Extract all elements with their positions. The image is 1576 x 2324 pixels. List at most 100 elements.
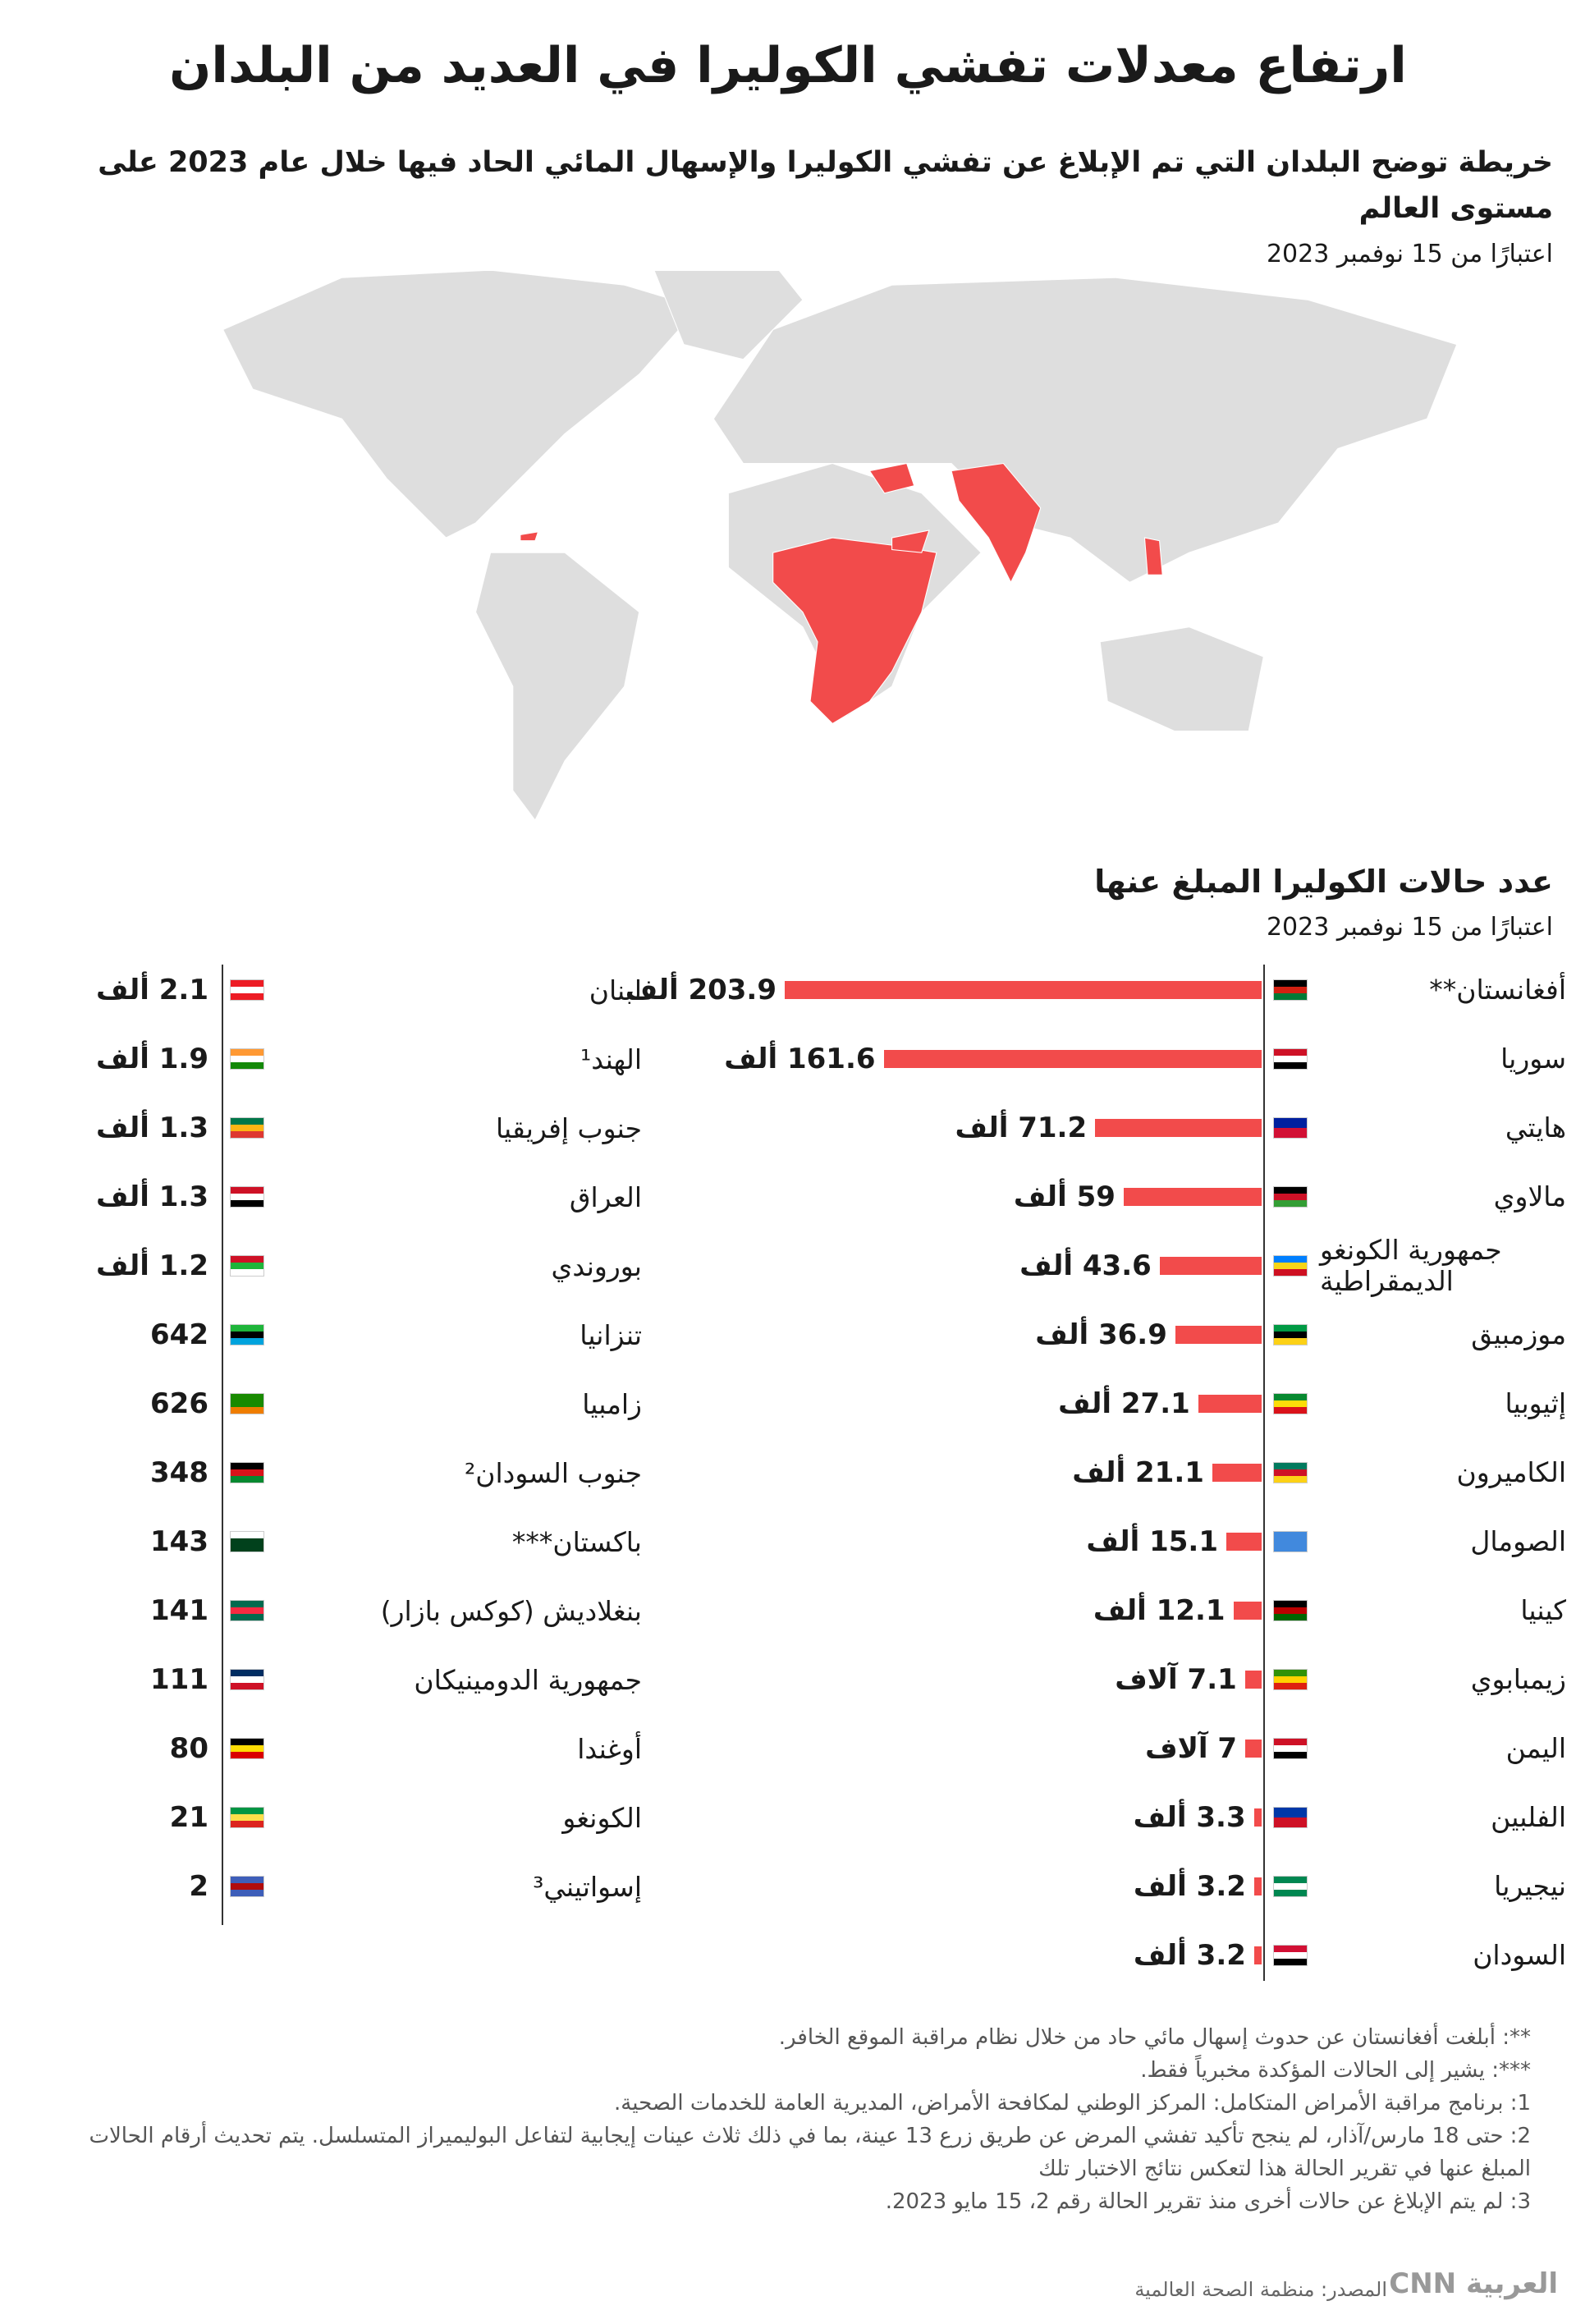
value-label: 59 ألف (1013, 1180, 1116, 1213)
category-label: أفغانستان** (1429, 974, 1566, 1006)
value-label: 642 (150, 1318, 208, 1351)
flag (230, 1807, 264, 1828)
flag (230, 979, 264, 1001)
category-label: نيجيريا (1494, 1870, 1566, 1902)
footnotes: **: أبلغت أفغانستان عن حدوث إسهال مائي ح… (86, 2021, 1531, 2218)
bar (1159, 1257, 1262, 1275)
bar (1123, 1188, 1262, 1206)
map-note: اعتبارًا من 15 نوفمبر 2023 (1266, 240, 1553, 268)
country-label: الكونغو (562, 1801, 642, 1834)
flag (1273, 1462, 1308, 1483)
bar (1253, 1946, 1262, 1964)
country-label: بوروندي (551, 1249, 642, 1282)
flag (230, 1738, 264, 1759)
category-label: زيمبابوي (1470, 1663, 1566, 1695)
value-label: 21 (169, 1801, 208, 1834)
flag (1273, 1807, 1308, 1828)
category-label: مالاوي (1493, 1180, 1566, 1212)
bar (1212, 1464, 1262, 1482)
country-label: الهند¹ (580, 1043, 642, 1075)
flag (1273, 1393, 1308, 1414)
flag (1273, 1669, 1308, 1690)
flag (1273, 1945, 1308, 1966)
flag (1273, 1324, 1308, 1345)
footnote: **: أبلغت أفغانستان عن حدوث إسهال مائي ح… (778, 2025, 1531, 2050)
chart-title: عدد حالات الكوليرا المبلغ عنها (1094, 864, 1553, 900)
footnote: 3: لم يتم الإبلاغ عن حالات أخرى منذ تقري… (885, 2189, 1531, 2214)
bar (1233, 1602, 1262, 1620)
value-label: 1.2 ألف (96, 1249, 208, 1282)
value-label: 1.9 ألف (96, 1043, 208, 1075)
chart-subtitle: اعتبارًا من 15 نوفمبر 2023 (1266, 913, 1553, 942)
value-label: 3.2 ألف (1133, 1870, 1246, 1903)
value-label: 203.9 ألف (625, 974, 777, 1006)
bar (785, 981, 1262, 999)
bar (1245, 1740, 1262, 1758)
world-map (222, 271, 1458, 822)
value-label: 3.3 ألف (1133, 1801, 1246, 1834)
axis-line (222, 965, 223, 1925)
country-label: إسواتيني³ (533, 1870, 642, 1903)
country-label: جمهورية الدومينيكان (414, 1663, 642, 1696)
value-label: 2.1 ألف (96, 974, 208, 1006)
source: المصدر: منظمة الصحة العالمية (1134, 2278, 1387, 2301)
value-label: 626 (150, 1387, 208, 1420)
flag (230, 1600, 264, 1621)
flag (230, 1669, 264, 1690)
flag (1273, 1186, 1308, 1208)
value-label: 7 آلاف (1145, 1732, 1238, 1765)
category-label: هايتي (1505, 1112, 1566, 1144)
footnote: ***: يشير إلى الحالات المؤكدة مخبرياً فق… (1140, 2058, 1531, 2083)
footnote: 1: برنامج مراقبة الأمراض المتكامل: المرك… (614, 2091, 1531, 2115)
value-label: 111 (150, 1663, 208, 1696)
flag (230, 1186, 264, 1208)
bar (1226, 1533, 1262, 1551)
footnote: 2: حتى 18 مارس/آذار، لم ينجح تأكيد تفشي … (89, 2124, 1531, 2181)
title: ارتفاع معدلات تفشي الكوليرا في العديد من… (169, 37, 1407, 94)
flag (1273, 1531, 1308, 1552)
country-label: جنوب إفريقيا (495, 1112, 642, 1144)
flag (1273, 1738, 1308, 1759)
category-label: السودان (1473, 1939, 1566, 1971)
value-label: 80 (169, 1732, 208, 1765)
category-label: موزمبيق (1471, 1318, 1566, 1350)
value-label: 12.1 ألف (1093, 1594, 1226, 1627)
flag (230, 1048, 264, 1070)
country-label: تنزانيا (580, 1318, 642, 1351)
bar (1198, 1395, 1262, 1413)
flag (1273, 1048, 1308, 1070)
subtitle: خريطة توضح البلدان التي تم الإبلاغ عن تف… (98, 146, 1553, 225)
logo: CNN العربية (1389, 2267, 1558, 2300)
country-label: زامبيا (582, 1387, 642, 1420)
flag (1273, 1255, 1308, 1277)
category-label: اليمن (1505, 1732, 1566, 1764)
axis-line (1263, 965, 1265, 1981)
value-label: 21.1 ألف (1072, 1456, 1204, 1489)
flag (230, 1531, 264, 1552)
bar (1253, 1877, 1262, 1895)
country-label: أوغندا (577, 1732, 642, 1765)
category-label: كينيا (1520, 1594, 1566, 1626)
country-label: جنوب السودان² (464, 1456, 642, 1489)
flag (1273, 1117, 1308, 1139)
value-label: 141 (150, 1594, 208, 1627)
flag (1273, 1876, 1308, 1897)
flag (230, 1255, 264, 1277)
flag (230, 1393, 264, 1414)
country-label: باكستان*** (511, 1525, 642, 1558)
category-label: سوريا (1500, 1043, 1566, 1075)
value-label: 43.6 ألف (1019, 1249, 1152, 1282)
value-label: 2 (189, 1870, 208, 1903)
bar (883, 1050, 1262, 1068)
country-label: بنغلاديش (كوكس بازار) (380, 1594, 642, 1627)
value-label: 71.2 ألف (955, 1112, 1088, 1144)
bar (1095, 1119, 1262, 1137)
country-label: العراق (569, 1180, 642, 1213)
value-label: 143 (150, 1525, 208, 1558)
flag (230, 1876, 264, 1897)
value-label: 1.3 ألف (96, 1112, 208, 1144)
bar (1175, 1326, 1262, 1344)
value-label: 27.1 ألف (1058, 1387, 1190, 1420)
